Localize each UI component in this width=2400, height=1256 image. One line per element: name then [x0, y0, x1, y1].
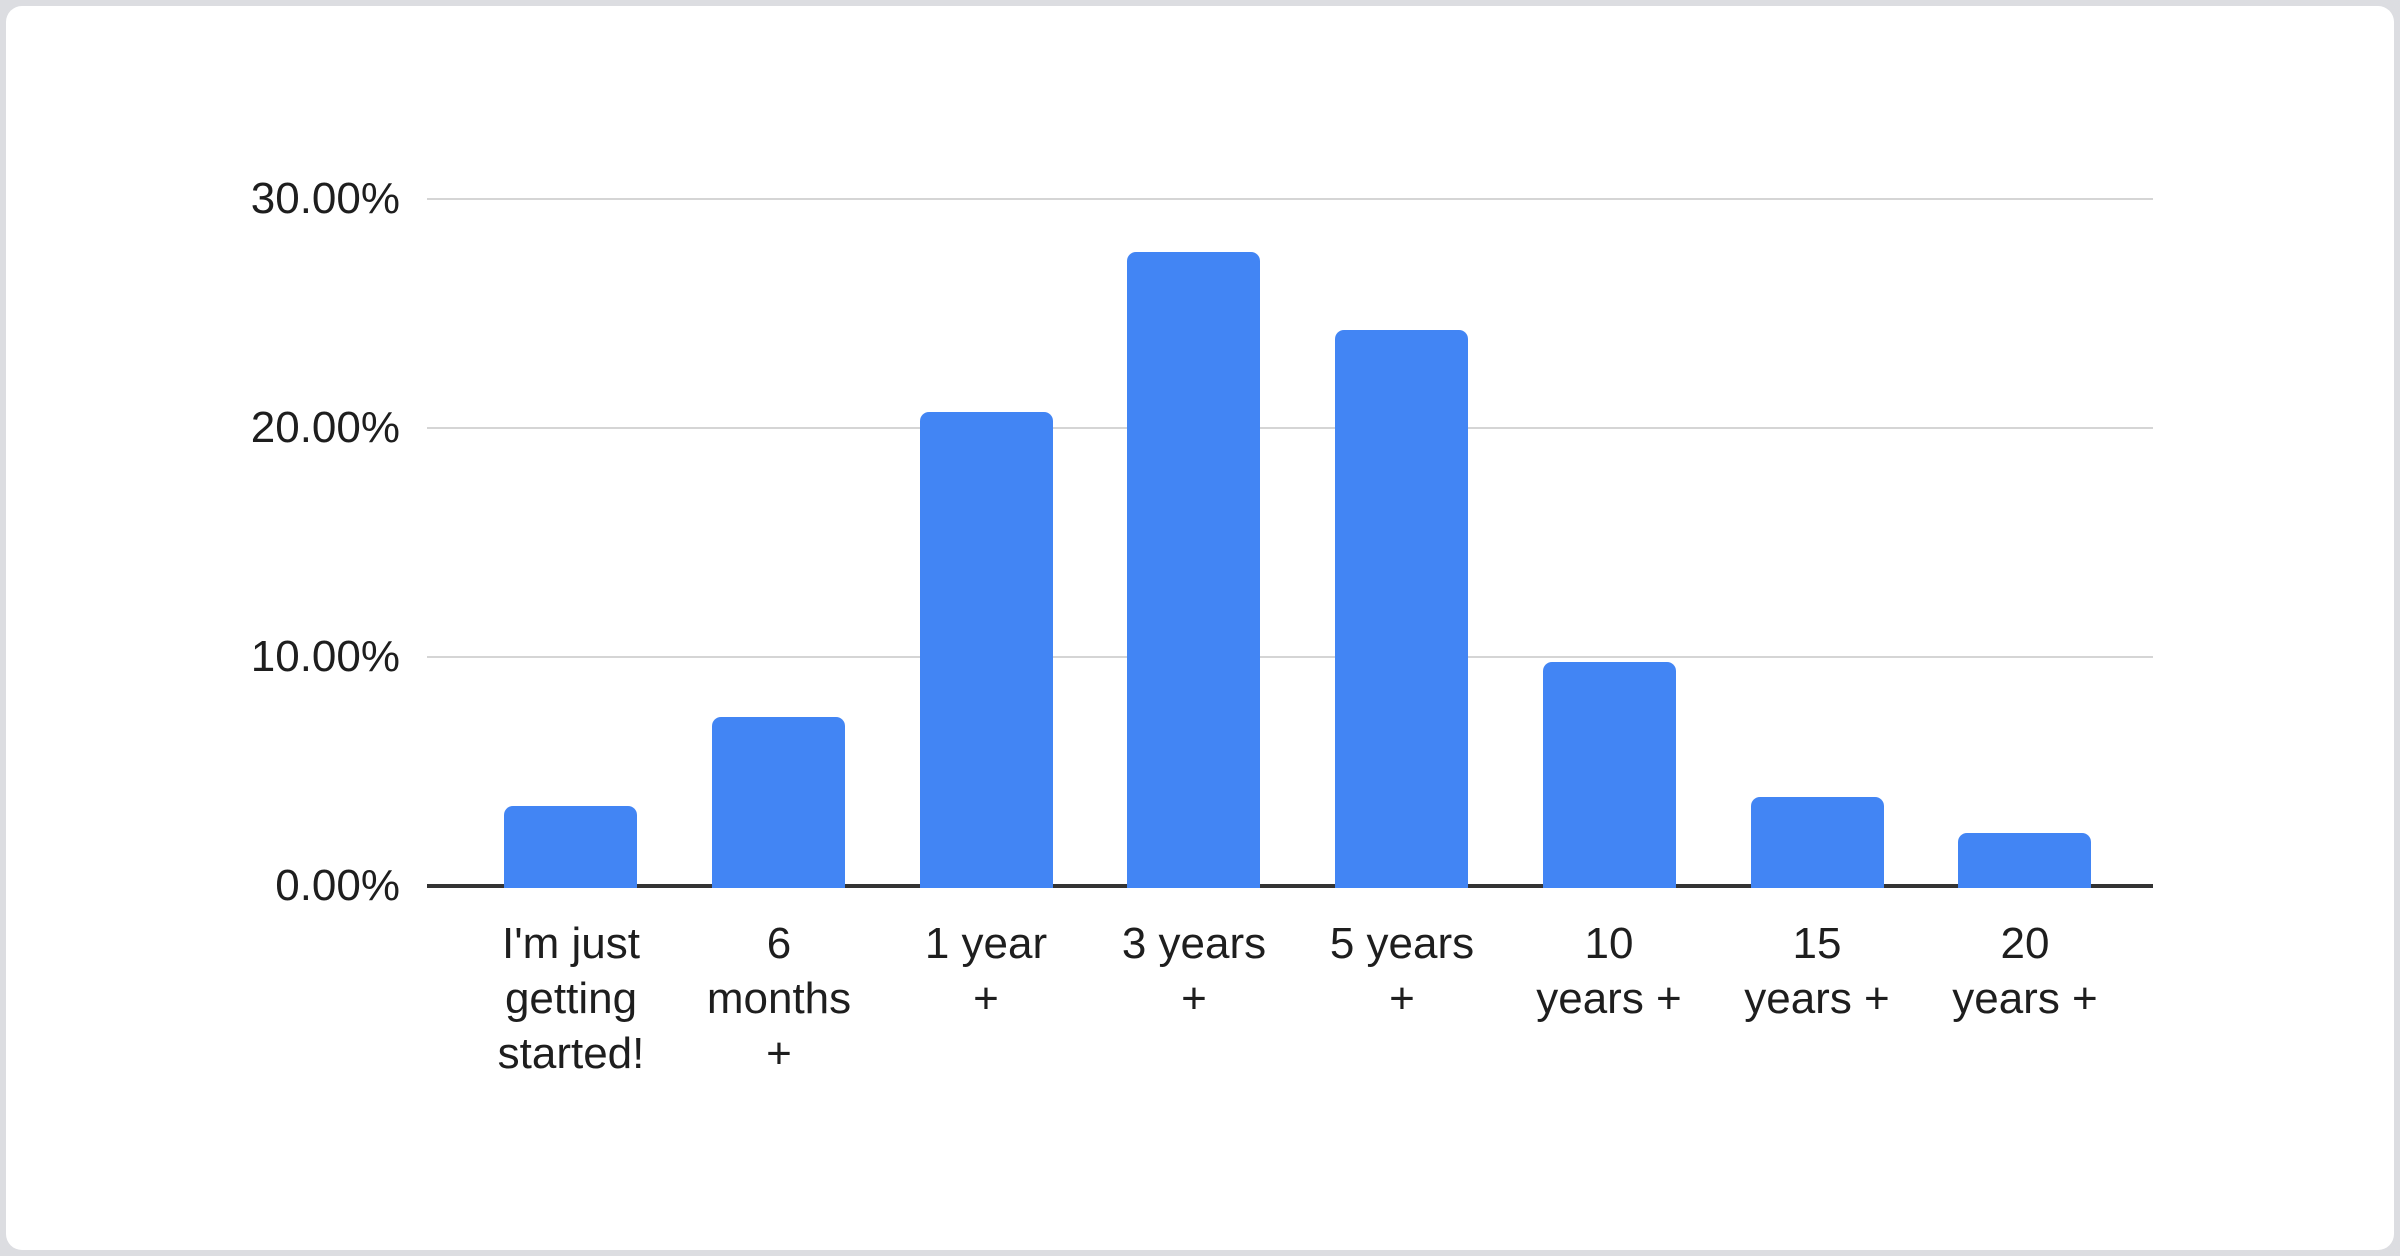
x-axis-label-line: years +: [1744, 974, 1890, 1023]
x-axis-category-label: I'm just getting started!: [498, 916, 645, 1081]
bar[interactable]: [1751, 797, 1884, 888]
x-axis-category-label: 10 years +: [1536, 916, 1682, 1026]
x-axis-label-line: started!: [497, 1029, 645, 1078]
bar[interactable]: [920, 412, 1053, 888]
x-axis-label-line: 3 years: [1121, 919, 1267, 968]
gridline: [427, 656, 2153, 658]
y-axis-tick-label: 0.00%: [275, 861, 400, 910]
x-axis-label-line: 1 year: [924, 919, 1048, 968]
x-axis-label-line: I'm just: [502, 919, 640, 968]
bar[interactable]: [1543, 662, 1676, 888]
y-axis-tick-label: 10.00%: [250, 632, 400, 681]
x-axis-category-label: 5 years +: [1330, 916, 1474, 1026]
bar[interactable]: [712, 717, 845, 888]
x-axis-label-line: months: [706, 974, 852, 1023]
x-axis-label-line: getting: [504, 974, 638, 1023]
bar[interactable]: [1127, 252, 1260, 888]
x-axis-category-label: 3 years +: [1122, 916, 1266, 1026]
x-axis-label-line: 15: [1792, 919, 1842, 968]
x-axis-label-line: years +: [1952, 974, 2098, 1023]
x-axis-label-line: 6: [766, 919, 792, 968]
x-axis-label-line: years +: [1536, 974, 1682, 1023]
x-axis-line: [427, 884, 2153, 888]
x-axis-category-label: 6 months +: [707, 916, 851, 1081]
gridline: [427, 427, 2153, 429]
x-axis-label-line: +: [1181, 974, 1207, 1023]
bar[interactable]: [1335, 330, 1468, 888]
x-axis-category-label: 20 years +: [1952, 916, 2098, 1026]
bar[interactable]: [1958, 833, 2091, 888]
x-axis-label-line: 20: [2000, 919, 2050, 968]
x-axis-label-line: 10: [1584, 919, 1634, 968]
y-axis-tick-label: 30.00%: [250, 174, 400, 223]
x-axis-label-line: +: [973, 974, 999, 1023]
bar[interactable]: [504, 806, 637, 888]
x-axis-label-line: 5 years: [1329, 919, 1475, 968]
x-axis-label-line: +: [766, 1029, 792, 1078]
gridline: [427, 198, 2153, 200]
x-axis-label-line: +: [1389, 974, 1415, 1023]
y-axis-tick-label: 20.00%: [250, 403, 400, 452]
x-axis-category-label: 15 years +: [1744, 916, 1890, 1026]
x-axis-category-label: 1 year +: [925, 916, 1047, 1026]
